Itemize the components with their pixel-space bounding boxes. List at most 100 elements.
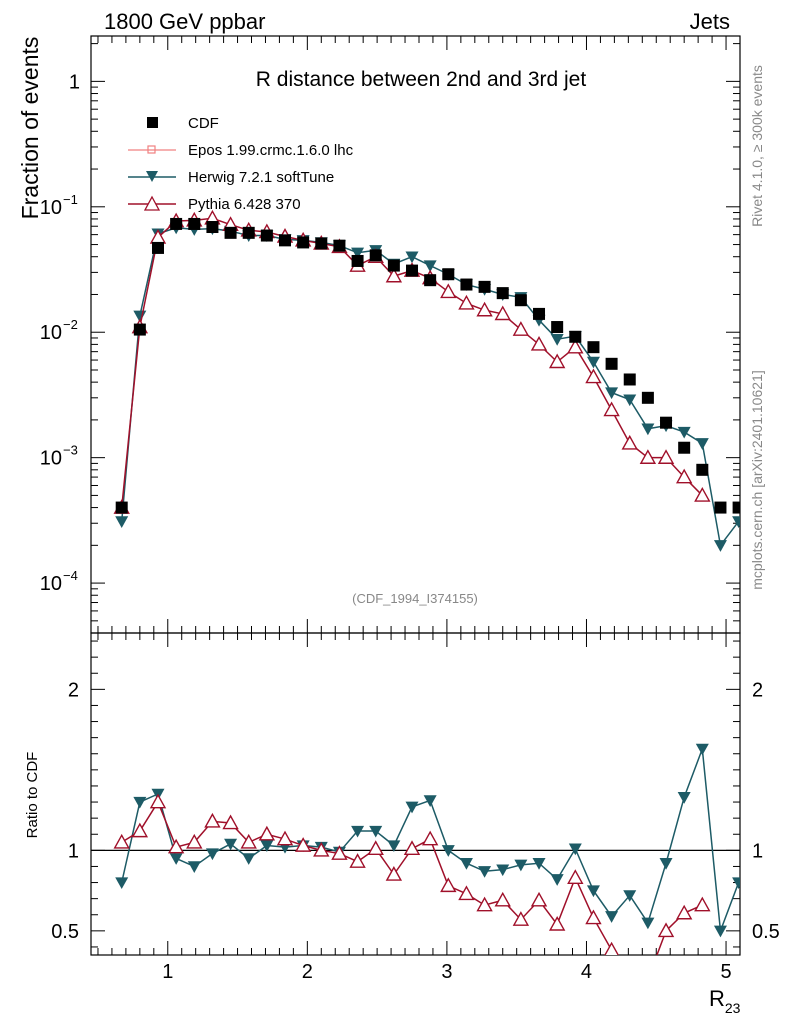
herwig-ratio-point	[695, 743, 709, 756]
pythia-point	[512, 321, 530, 336]
herwig-point	[351, 247, 365, 260]
legend-label-cdf: CDF	[188, 115, 219, 132]
pythia-ratio-point	[440, 877, 457, 893]
ratio-plot-frame	[90, 632, 741, 956]
x-axis-label-main: R	[709, 986, 725, 1011]
pythia-ratio-point	[222, 814, 239, 830]
cdf-point	[623, 373, 636, 386]
herwig-ratio-point	[586, 885, 600, 898]
pythia-point	[585, 368, 602, 384]
cdf-point	[732, 501, 740, 514]
cdf-point	[678, 441, 691, 454]
y-tick-exponent: −4	[63, 568, 78, 583]
cdf-point	[514, 294, 527, 307]
herwig-ratio-point	[677, 792, 691, 804]
pythia-ratio-point	[331, 845, 348, 860]
x-tick-label: 1	[162, 961, 173, 983]
herwig-ratio-point	[713, 925, 727, 938]
cdf-point	[660, 416, 673, 429]
main-plot-area	[113, 209, 740, 552]
cdf-point	[569, 330, 582, 343]
ratio-y-tick-label: 0.5	[51, 921, 79, 943]
x-tick-label: 5	[720, 961, 731, 983]
pythia-ratio-point	[403, 840, 421, 856]
pythia-ratio-point	[494, 891, 511, 907]
pythia-ratio-point	[131, 822, 149, 838]
pythia-ratio-point	[149, 793, 167, 809]
herwig-ratio-point	[187, 861, 201, 873]
legend: CDF Epos 1.99.crmc.1.6.0 lhc Herwig 7.2.…	[128, 115, 354, 213]
herwig-ratio-point	[133, 796, 147, 809]
x-axis-label-sub: 23	[725, 1000, 741, 1016]
cdf-point	[151, 241, 164, 254]
ratio-y-tick-label-right: 1	[752, 840, 763, 862]
y-tick-exponent: −1	[63, 192, 78, 207]
herwig-ratio-point	[260, 840, 274, 853]
herwig-ratio-point	[169, 853, 183, 865]
ratio-y-tick-label-right: 0.5	[752, 921, 780, 943]
cdf-point	[478, 280, 491, 293]
cdf-point	[333, 239, 346, 252]
mcplots-credit: mcplots.cern.ch [arXiv:2401.10621]	[749, 370, 765, 589]
pythia-ratio-point	[385, 866, 403, 881]
pythia-ratio-point	[240, 833, 257, 849]
pythia-point	[603, 401, 620, 417]
y-tick-exponent: −2	[63, 317, 78, 332]
pythia-ratio-point	[421, 830, 439, 846]
pythia-point	[476, 301, 493, 317]
cdf-point	[605, 357, 618, 370]
herwig-ratio-point	[387, 840, 401, 853]
pythia-ratio-point	[694, 896, 711, 912]
herwig-point	[732, 516, 740, 528]
pythia-ratio-point	[530, 891, 548, 907]
pythia-ratio-point	[675, 904, 693, 920]
header-left: 1800 GeV ppbar	[104, 9, 265, 34]
pythia-ratio-point	[567, 869, 584, 885]
pythia-ratio-point	[548, 915, 566, 931]
main-axis-ticks: 110−110−210−310−4	[40, 36, 740, 634]
pythia-ratio-point	[349, 853, 366, 868]
herwig-ratio-point	[605, 911, 619, 923]
cdf-point	[641, 391, 654, 404]
cdf-point	[297, 236, 310, 249]
cdf-point	[170, 217, 183, 230]
plot-title: R distance between 2nd and 3rd jet	[256, 68, 587, 91]
herwig-point	[641, 423, 655, 436]
pythia-ratio-point	[294, 837, 312, 852]
herwig-ratio-point	[568, 843, 582, 856]
pythia-point	[621, 434, 638, 450]
herwig-point	[623, 394, 637, 407]
ratio-y-tick-label-right: 2	[752, 679, 763, 701]
y-tick-label: 1	[69, 71, 80, 93]
cdf-point	[496, 287, 509, 300]
pythia-point	[567, 338, 584, 354]
herwig-ratio-point	[242, 853, 256, 865]
x-axis-label: R23	[709, 986, 741, 1016]
cdf-point	[206, 221, 219, 234]
y-axis-label: Fraction of events	[17, 37, 43, 220]
x-tick-label: 4	[581, 961, 592, 983]
cdf-point	[369, 249, 382, 262]
pythia-ratio-point	[167, 838, 185, 854]
pythia-ratio-point	[276, 830, 294, 846]
cdf-point	[279, 234, 292, 247]
y-tick-label: 10	[40, 573, 62, 595]
pythia-ratio-point	[204, 812, 221, 828]
herwig-ratio-point	[459, 858, 473, 870]
pythia-point	[440, 283, 457, 299]
pythia-ratio-point	[367, 840, 384, 856]
herwig-ratio-point	[623, 890, 637, 902]
herwig-ratio-point	[351, 825, 365, 838]
herwig-ratio-point	[496, 864, 510, 877]
cdf-point	[387, 259, 400, 272]
herwig-ratio-point	[405, 801, 419, 814]
cdf-point	[351, 254, 364, 267]
pythia-point	[548, 353, 566, 369]
pythia-point	[694, 486, 711, 502]
legend-marker-herwig	[146, 171, 158, 182]
herwig-ratio-point	[205, 848, 219, 861]
y-tick-label: 10	[40, 197, 62, 219]
ratio-plot-area	[113, 743, 740, 955]
herwig-point	[115, 516, 129, 528]
